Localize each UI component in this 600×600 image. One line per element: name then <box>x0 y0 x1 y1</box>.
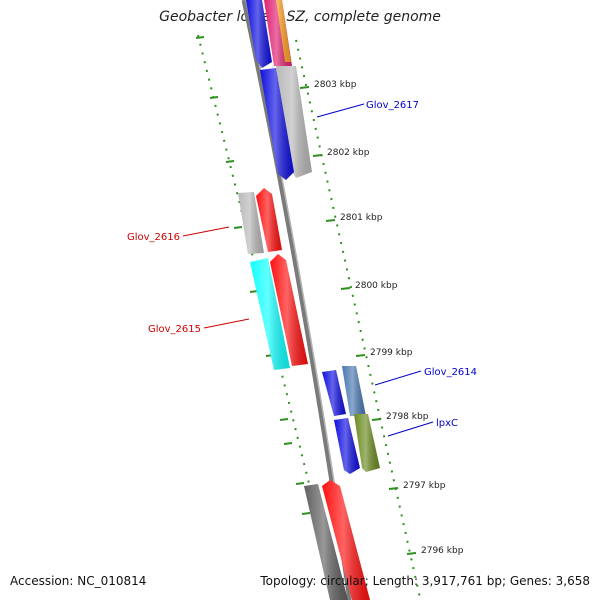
topology-value: circular <box>320 574 365 588</box>
gene-label-leader <box>316 103 365 118</box>
tick-label: 2801 kbp <box>340 213 383 223</box>
gene-reverse-bottom <box>304 480 370 600</box>
gene-label-leader <box>182 226 230 237</box>
gene-label[interactable]: Glov_2616 <box>127 232 180 243</box>
tick-marks-outer <box>195 36 311 515</box>
tick-mark <box>340 287 351 290</box>
tick-mark <box>325 219 336 222</box>
tick-mark <box>312 154 323 157</box>
accession-value: NC_010814 <box>77 574 147 588</box>
genes-value: 3,658 <box>555 574 590 588</box>
gene-label[interactable]: lpxC <box>436 418 458 429</box>
gene-label[interactable]: Glov_2615 <box>148 324 201 335</box>
gene-glov-2615[interactable] <box>250 254 308 370</box>
tick-mark <box>406 552 417 555</box>
tick-label: 2800 kbp <box>355 281 398 291</box>
gene-lpxc[interactable] <box>354 414 380 472</box>
tick-label: 2798 kbp <box>386 412 429 422</box>
tick-label: 2796 kbp <box>421 546 464 556</box>
tick-label: 2799 kbp <box>370 348 413 358</box>
tick-mark <box>299 86 310 89</box>
map-title: Geobacter lovleyi SZ, complete genome <box>159 9 441 25</box>
tick-labels: 2803 kbp 2802 kbp 2801 kbp 2800 kbp 2799 kbp… <box>299 80 464 556</box>
gene-label[interactable]: Glov_2614 <box>424 367 477 378</box>
tick-label: 2802 kbp <box>327 148 370 158</box>
gene-reverse-blue-top <box>246 0 272 68</box>
length-value: 3,917,761 bp <box>421 574 502 588</box>
accession-footer: Accession: NC_010814 <box>10 574 147 588</box>
tick-mark <box>355 354 366 357</box>
tick-mark <box>371 418 382 421</box>
tick-label: 2797 kbp <box>403 481 446 491</box>
tick-label: 2803 kbp <box>314 80 357 90</box>
gene-label-leader <box>203 318 250 329</box>
gene-glov-2617[interactable] <box>276 66 312 178</box>
gene-forward-blue-2799[interactable] <box>342 366 366 416</box>
gene-labels: Glov_2617 Glov_2616 Glov_2615 Glov_2614 lpxC <box>127 100 477 437</box>
gene-label-leader <box>374 370 422 386</box>
tick-mark <box>388 487 399 490</box>
gene-label[interactable]: Glov_2617 <box>366 100 419 111</box>
gene-label-leader <box>387 421 434 437</box>
genome-stats-footer: Topology: circular; Length: 3,917,761 bp… <box>260 574 590 588</box>
gene-forward-top-pink <box>264 0 292 66</box>
gene-glov-2616[interactable] <box>238 188 282 254</box>
gene-reverse-blue-2798[interactable] <box>322 370 360 474</box>
gene-reverse-blue-2802[interactable] <box>260 68 294 180</box>
